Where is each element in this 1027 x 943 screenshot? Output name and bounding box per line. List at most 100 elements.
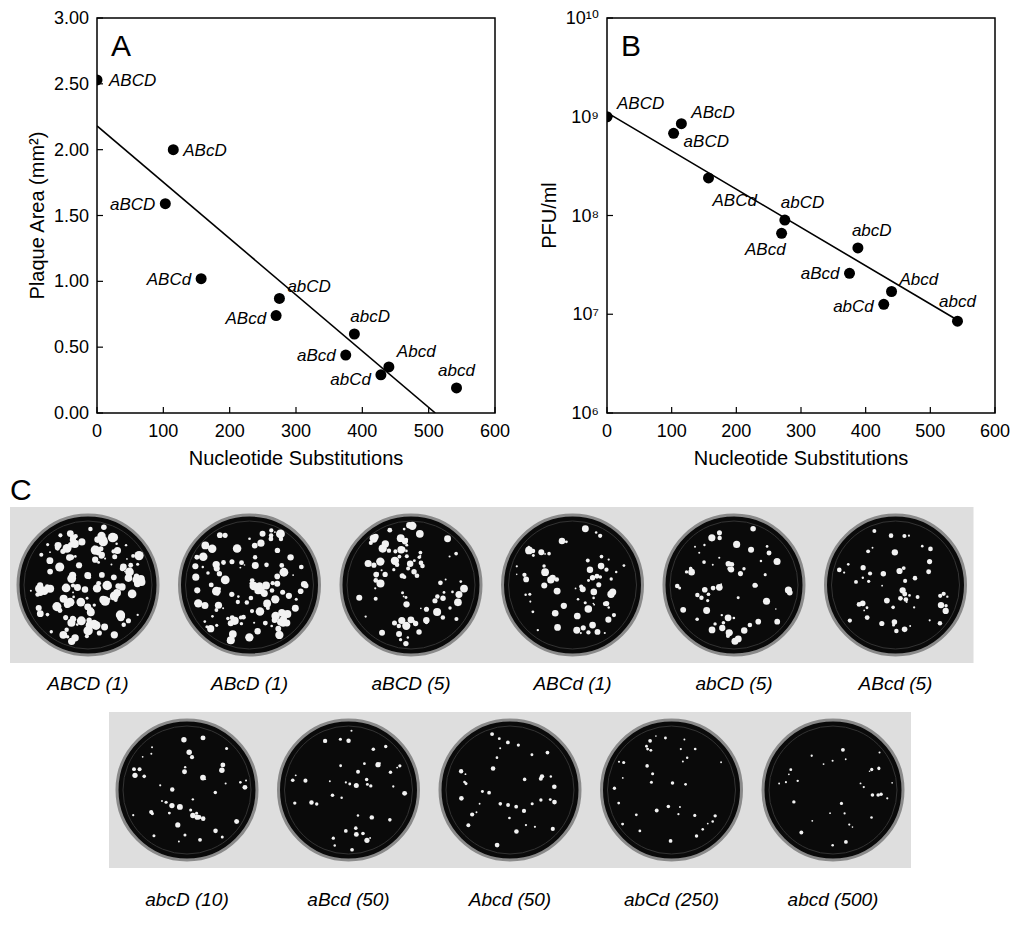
plaque (194, 599, 202, 607)
plaque (374, 587, 376, 589)
y-tick (607, 412, 613, 413)
plaque (408, 616, 415, 623)
plaque (891, 782, 893, 784)
plaques (675, 526, 793, 645)
plaque (703, 607, 710, 614)
plaque (212, 587, 221, 596)
plaque (938, 602, 944, 608)
plaque (680, 607, 686, 613)
point (97, 74, 103, 85)
plaque (111, 574, 117, 580)
plaque (253, 555, 257, 559)
plaque (403, 641, 408, 646)
point (340, 350, 351, 361)
plaque (87, 608, 94, 615)
panel-letter: C (10, 473, 32, 506)
plate-rim (446, 726, 574, 854)
plate-rim (24, 521, 152, 649)
plaque (99, 572, 105, 578)
plaque (927, 559, 932, 564)
plaque (441, 615, 445, 619)
plaque (701, 828, 704, 831)
plaque (110, 563, 112, 565)
point-label: aBcd (801, 264, 840, 283)
plaque (635, 813, 638, 816)
plaque (286, 593, 292, 599)
plaque (227, 639, 232, 644)
plaque (586, 630, 590, 634)
plaque (499, 747, 501, 749)
plaque (860, 601, 866, 607)
plaque (402, 575, 406, 579)
plaque (797, 780, 799, 782)
y-tick-label: 1.50 (54, 206, 89, 226)
plate-rim (347, 521, 475, 649)
plaque (741, 627, 747, 633)
x-tick-label: 100 (148, 421, 178, 441)
plaque (712, 564, 714, 566)
plaque (444, 535, 451, 542)
plot-frame (97, 18, 495, 413)
point-label: Abcd (396, 342, 436, 361)
plaque (760, 560, 762, 562)
plaque (303, 779, 307, 783)
figure: 01002003004005006000.000.501.001.502.002… (0, 0, 1027, 943)
plate (763, 720, 903, 860)
plaque (242, 785, 247, 790)
plaque (713, 622, 716, 625)
plaque (237, 595, 240, 598)
plaque (848, 823, 850, 825)
plaque (788, 773, 790, 775)
plaque (490, 732, 494, 736)
plaque (257, 540, 264, 547)
plaque (525, 824, 527, 826)
plaque (892, 549, 898, 555)
plaque (561, 603, 567, 609)
plaque (47, 569, 53, 575)
point (668, 128, 679, 139)
plaque (263, 621, 268, 626)
plaque (479, 803, 481, 805)
plaque (356, 595, 362, 601)
plaque (433, 608, 441, 616)
plaque (87, 575, 91, 579)
plaque (774, 558, 781, 565)
plaque (209, 582, 214, 587)
plaque (354, 832, 359, 837)
plaque (361, 832, 365, 836)
plaque (892, 623, 895, 626)
plaque (913, 576, 918, 581)
plaque (115, 583, 121, 589)
plaque (891, 606, 895, 610)
plaque (382, 572, 387, 577)
plate (18, 515, 158, 655)
plaque (275, 548, 280, 553)
point-label: aBCD (110, 195, 155, 214)
plaque (132, 767, 136, 771)
plaque (186, 750, 191, 755)
plaque (279, 563, 284, 568)
y-tick (97, 17, 103, 18)
point-label: ABcD (690, 103, 734, 122)
plaque (168, 812, 171, 815)
plaque (413, 559, 416, 562)
x-tick (800, 407, 801, 413)
plaque (206, 571, 210, 575)
plaque (498, 737, 501, 740)
x-tick-label: 200 (215, 421, 245, 441)
photo-background (109, 712, 911, 868)
plaque (175, 822, 180, 827)
plaque (848, 618, 852, 622)
plaque (879, 752, 881, 754)
y-tick-label: 10⁶ (572, 403, 599, 423)
plaque (200, 775, 206, 781)
plaque (365, 560, 372, 567)
plaque (645, 745, 648, 748)
plaque (595, 629, 601, 635)
plaque (217, 571, 222, 576)
plaque (615, 571, 617, 573)
plaque (86, 618, 91, 623)
plaque (455, 591, 462, 598)
x-axis-title: Nucleotide Substitutions (694, 447, 909, 469)
x-tick (994, 407, 995, 413)
